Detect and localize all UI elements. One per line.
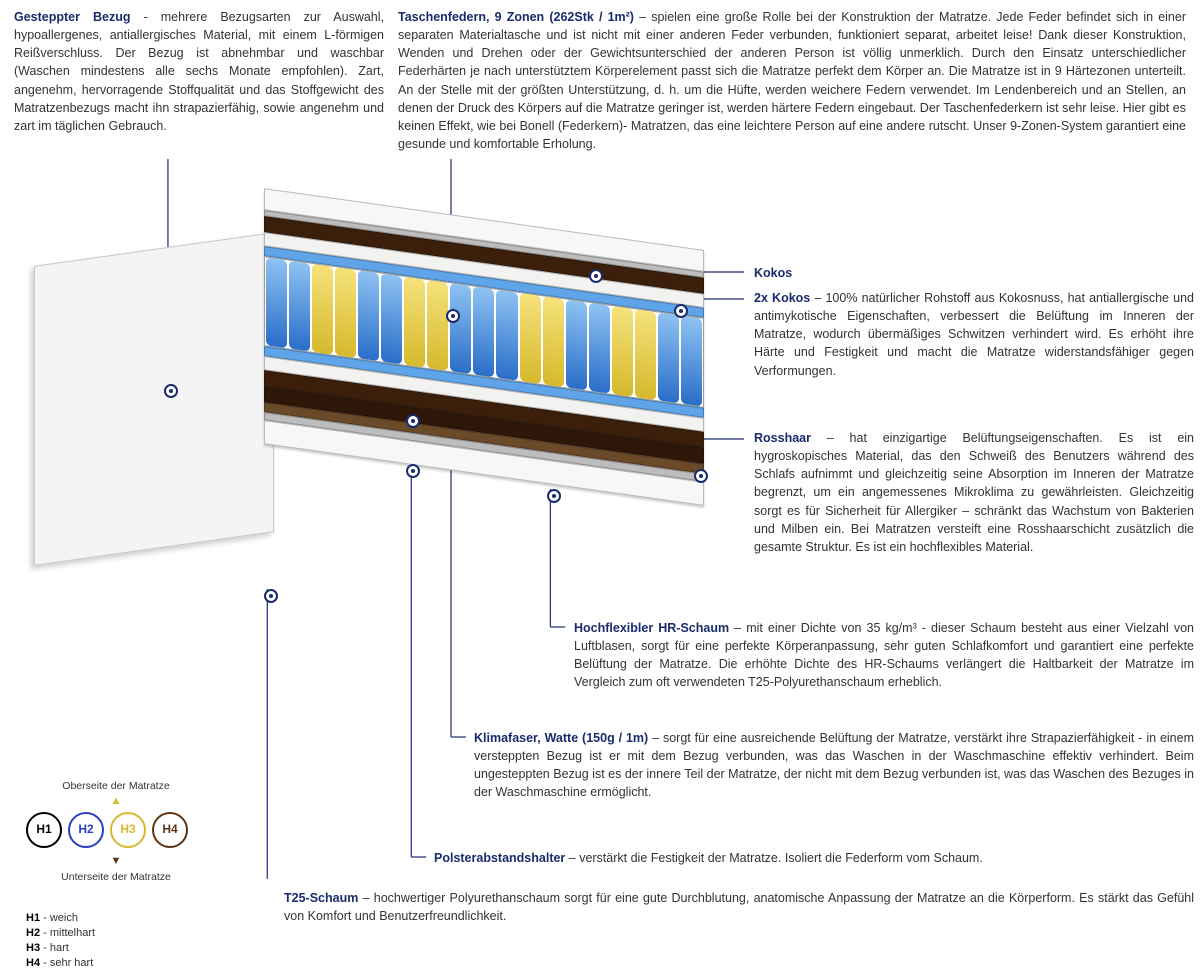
top-left-block: Gesteppter Bezug - mehrere Bezugsarten z… — [14, 8, 384, 153]
legend-circles: H1 H2 H3 H4 — [26, 812, 266, 848]
hardness-h1-icon: H1 — [26, 812, 62, 848]
legend-d2: - mittelhart — [40, 927, 95, 939]
spring-blue — [358, 270, 379, 361]
spring-blue — [589, 303, 610, 394]
legend-d4b: H4 — [26, 957, 40, 969]
spring-yellow — [427, 280, 448, 371]
spring-blue — [566, 299, 587, 390]
kokos2-text: – 100% natürlicher Rohstoff aus Kokosnus… — [754, 291, 1194, 378]
spring-yellow — [543, 296, 564, 387]
marker-dot — [589, 269, 603, 283]
spring-yellow — [335, 267, 356, 358]
callout-klimafaser: Klimafaser, Watte (150g / 1m) – sorgt fü… — [474, 729, 1194, 802]
cover-text: mehrere Bezugsarten zur Auswahl, hypoall… — [14, 10, 384, 133]
callout-area: Kokos 2x Kokos – 100% natürlicher Rohsto… — [14, 159, 1186, 879]
rosshaar-text: – hat einzigartige Belüftungseigenschaft… — [754, 431, 1194, 554]
hardness-h4-icon: H4 — [152, 812, 188, 848]
klima-title: Klimafaser, Watte (150g / 1m) — [474, 731, 648, 745]
cover-sep: - — [131, 10, 161, 24]
mattress-cross-section — [264, 219, 704, 599]
springs-title: Taschenfedern, 9 Zonen (262Stk / 1m²) — [398, 10, 634, 24]
t25-title: T25-Schaum — [284, 891, 358, 905]
polster-title: Polsterabstandshalter — [434, 851, 565, 865]
hrschaum-title: Hochflexibler HR-Schaum — [574, 621, 729, 635]
springs-text: – spielen eine große Rolle bei der Konst… — [398, 10, 1186, 151]
arrow-down-icon: ▼ — [111, 854, 122, 870]
marker-dot — [694, 469, 708, 483]
callout-2xkokos: 2x Kokos – 100% natürlicher Rohstoff aus… — [754, 289, 1194, 380]
kokos2-title: 2x Kokos — [754, 291, 810, 305]
spring-yellow — [404, 277, 425, 368]
mattress-diagram — [34, 209, 704, 629]
cover-title: Gesteppter Bezug — [14, 10, 131, 24]
legend-d4: - sehr hart — [40, 957, 93, 969]
hardness-legend: Oberseite der Matratze ▲ H1 H2 H3 H4 ▼ U… — [26, 779, 266, 971]
marker-dot — [547, 489, 561, 503]
top-text-row: Gesteppter Bezug - mehrere Bezugsarten z… — [14, 8, 1186, 153]
spring-blue — [473, 287, 494, 378]
callout-polster: Polsterabstandshalter – verstärkt die Fe… — [434, 849, 1194, 867]
spring-yellow — [612, 306, 633, 397]
kokos-title: Kokos — [754, 266, 792, 280]
spring-blue — [681, 316, 702, 407]
callout-hr-schaum: Hochflexibler HR-Schaum – mit einer Dich… — [574, 619, 1194, 692]
legend-d2b: H2 — [26, 927, 40, 939]
legend-d3b: H3 — [26, 942, 40, 954]
legend-d1b: H1 — [26, 912, 40, 924]
spring-blue — [289, 261, 310, 352]
marker-dot — [674, 304, 688, 318]
rosshaar-title: Rosshaar — [754, 431, 811, 445]
callout-rosshaar: Rosshaar – hat einzigartige Belüftungsei… — [754, 429, 1194, 556]
legend-d3: - hart — [40, 942, 69, 954]
spring-blue — [450, 283, 471, 374]
hardness-h2-icon: H2 — [68, 812, 104, 848]
spring-yellow — [635, 309, 656, 400]
legend-d1: - weich — [40, 912, 78, 924]
mattress-body — [34, 232, 274, 566]
spring-blue — [381, 274, 402, 365]
page-root: Gesteppter Bezug - mehrere Bezugsarten z… — [0, 0, 1200, 931]
spring-blue — [266, 257, 287, 348]
marker-dot — [406, 414, 420, 428]
legend-top-label: Oberseite der Matratze — [62, 779, 169, 794]
callout-kokos: Kokos — [754, 264, 1194, 282]
top-right-block: Taschenfedern, 9 Zonen (262Stk / 1m²) – … — [398, 8, 1186, 153]
hardness-h3-icon: H3 — [110, 812, 146, 848]
polster-text: – verstärkt die Festigkeit der Matratze.… — [565, 851, 983, 865]
spring-blue — [658, 312, 679, 403]
spring-yellow — [520, 293, 541, 384]
marker-dot — [406, 464, 420, 478]
spring-yellow — [312, 264, 333, 355]
marker-dot — [164, 384, 178, 398]
legend-definitions: H1 - weich H2 - mittelhart H3 - hart H4 … — [26, 911, 266, 970]
arrow-up-icon: ▲ — [111, 794, 122, 810]
t25-text: – hochwertiger Polyurethanschaum sorgt f… — [284, 891, 1194, 923]
callout-t25: T25-Schaum – hochwertiger Polyurethansch… — [284, 889, 1194, 925]
legend-bottom-label: Unterseite der Matratze — [61, 870, 171, 885]
spring-blue — [496, 290, 517, 381]
marker-dot — [264, 589, 278, 603]
marker-dot — [446, 309, 460, 323]
